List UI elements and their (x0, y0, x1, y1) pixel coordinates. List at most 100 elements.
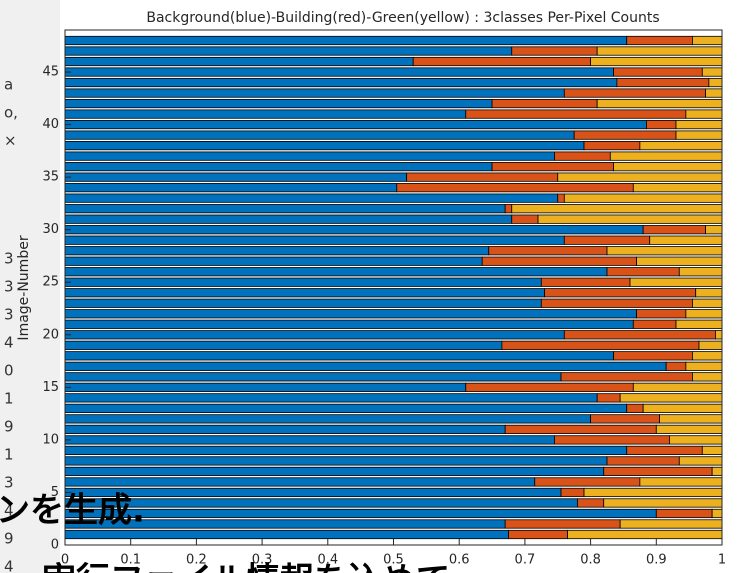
left-fragment: 1 (4, 446, 14, 464)
bar-segment (65, 225, 643, 233)
bar-segment (692, 352, 722, 360)
bar-segment (702, 68, 722, 76)
bar-segment (65, 215, 512, 223)
bar-segment (702, 446, 722, 454)
left-fragment: 9 (4, 418, 14, 436)
bar-segment (65, 425, 505, 433)
bar-segment (505, 425, 656, 433)
bar-segment (505, 204, 512, 212)
bar-segment (591, 415, 660, 423)
bar-segment (604, 499, 722, 507)
bar-segment (633, 320, 676, 328)
bar-segment (686, 362, 722, 370)
bar-segment (627, 404, 643, 412)
left-fragment: 9 (4, 530, 14, 548)
bar-segment (65, 162, 492, 170)
overlay-line-1: ンを生成. (0, 491, 145, 531)
bar-segment (692, 373, 722, 381)
bar-segment (65, 152, 554, 160)
bar-segment (65, 47, 512, 55)
bar-segment (65, 310, 637, 318)
bar-segment (65, 99, 492, 107)
bar-segment (65, 68, 614, 76)
bar-segment (584, 141, 640, 149)
left-fragment: 1 (4, 390, 14, 408)
bar-segment (650, 236, 722, 244)
bar-segment (712, 509, 722, 517)
bar-segment (508, 530, 567, 538)
bar-segment (65, 173, 407, 181)
bar-segment (65, 415, 591, 423)
bar-segment (65, 299, 541, 307)
bar-segment (65, 204, 505, 212)
x-tick-label: 0.8 (580, 553, 601, 568)
bar-segment (512, 47, 597, 55)
bar-segment (709, 78, 722, 86)
overlay-line-2: 実行ファイル情報を込めて (42, 561, 450, 573)
bar-segment (561, 488, 584, 496)
bar-segment (620, 520, 722, 528)
left-fragment: 4 (4, 334, 14, 352)
bar-segment (676, 120, 722, 128)
bar-segment (554, 436, 669, 444)
left-fragment: 3 (4, 306, 14, 324)
bar-segment (660, 415, 722, 423)
bar-segment (637, 257, 722, 265)
y-tick-label: 30 (42, 222, 59, 237)
bar-segment (597, 47, 722, 55)
bar-segment (686, 110, 722, 118)
bar-segment (597, 394, 620, 402)
bar-segment (541, 299, 692, 307)
bar-segment (646, 120, 676, 128)
bar-segment (65, 457, 607, 465)
left-fragment: a (4, 76, 13, 94)
bar-segment (65, 141, 584, 149)
bar-segment (65, 404, 627, 412)
bar-segment (676, 131, 722, 139)
y-axis-label: Image-Number (16, 235, 32, 340)
bar-segment (65, 352, 614, 360)
bar-segment (65, 278, 541, 286)
bar-segment (541, 278, 630, 286)
bar-segment (630, 278, 722, 286)
bar-segment (692, 36, 722, 44)
x-tick-label: 0.6 (449, 553, 470, 568)
bar-segment (65, 194, 558, 202)
y-tick-label: 45 (42, 65, 59, 80)
bar-segment (492, 99, 597, 107)
bar-segment (610, 152, 722, 160)
page: {"chart_data": { "type": "bar", "orienta… (0, 0, 740, 573)
left-fragment: × (4, 132, 17, 150)
bar-segment (65, 57, 413, 65)
bar-segment (512, 204, 722, 212)
chart-title: Background(blue)-Building(red)-Green(yel… (146, 10, 659, 26)
bar-segment (65, 236, 564, 244)
bar-segment (502, 341, 699, 349)
bar-segment (643, 404, 722, 412)
bar-segment (614, 162, 722, 170)
bar-segment (666, 362, 686, 370)
y-tick-label: 25 (42, 275, 59, 290)
bar-segment (564, 236, 649, 244)
bar-segment (65, 331, 564, 339)
bar-segment (607, 247, 722, 255)
bar-segment (538, 215, 722, 223)
bar-segment (607, 268, 679, 276)
bar-segment (597, 99, 722, 107)
y-tick-label: 20 (42, 327, 59, 342)
bar-segment (656, 425, 722, 433)
bar-segment (65, 268, 607, 276)
bar-segment (65, 383, 466, 391)
bar-segment (643, 225, 705, 233)
y-tick-label: 0 (51, 538, 59, 553)
bar-segment (492, 162, 614, 170)
bar-segment (65, 341, 502, 349)
bar-segment (564, 194, 722, 202)
bar-segment (65, 446, 627, 454)
bar-segment (65, 478, 535, 486)
bar-segment (65, 320, 633, 328)
bar-segment (614, 352, 693, 360)
bar-segment (633, 183, 722, 191)
left-fragment: 4 (4, 558, 14, 573)
bar-segment (65, 362, 666, 370)
